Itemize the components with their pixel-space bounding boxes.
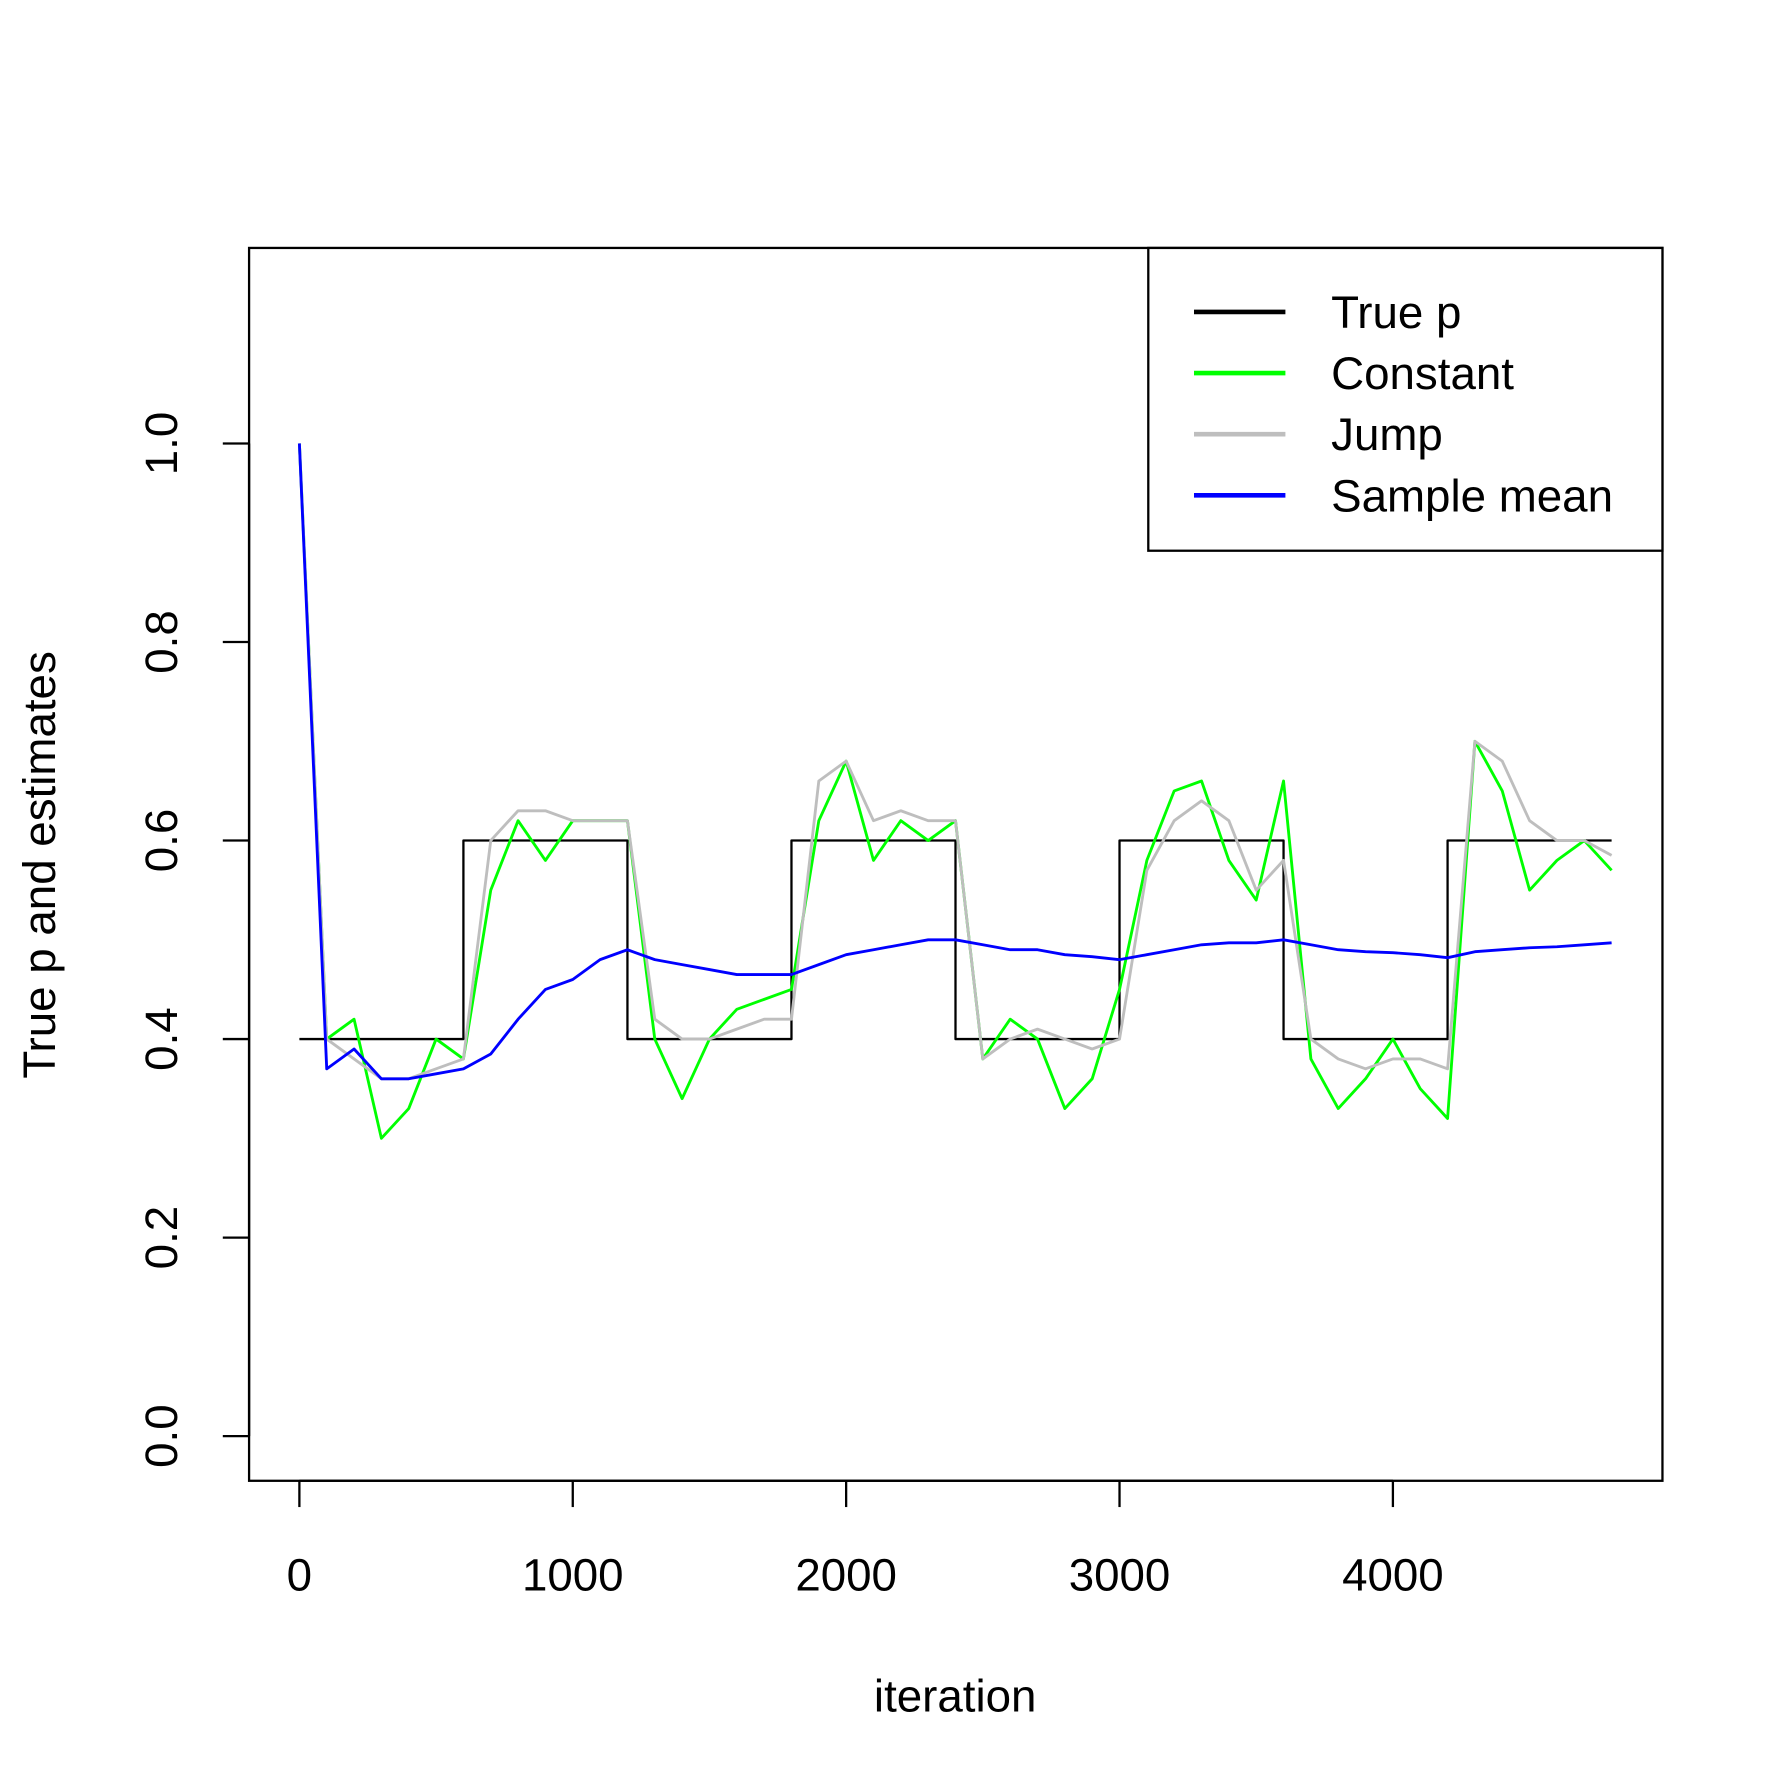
x-tick-label: 3000 [1069, 1549, 1171, 1600]
legend-label: Jump [1331, 409, 1443, 460]
legend-label: Constant [1331, 348, 1514, 399]
legend-box [1147, 246, 1664, 552]
y-axis-label: True p and estimates [14, 651, 65, 1078]
x-axis-label: iteration [874, 1671, 1037, 1722]
x-tick-label: 2000 [795, 1549, 897, 1600]
y-tick-label: 0.4 [136, 1007, 187, 1071]
x-tick-label: 4000 [1342, 1549, 1444, 1600]
y-tick-label: 0.2 [136, 1206, 187, 1270]
y-tick-label: 0.8 [136, 610, 187, 674]
x-tick-label: 0 [287, 1549, 312, 1600]
legend-label: True p [1331, 287, 1461, 338]
legend-label: Sample mean [1331, 470, 1613, 521]
series-line [297, 443, 1612, 1081]
series-line [297, 443, 1613, 1081]
y-tick-label: 0.0 [136, 1404, 187, 1468]
y-tick-label: 0.6 [136, 809, 187, 873]
y-tick-label: 1.0 [136, 412, 187, 476]
x-tick-label: 1000 [522, 1549, 624, 1600]
